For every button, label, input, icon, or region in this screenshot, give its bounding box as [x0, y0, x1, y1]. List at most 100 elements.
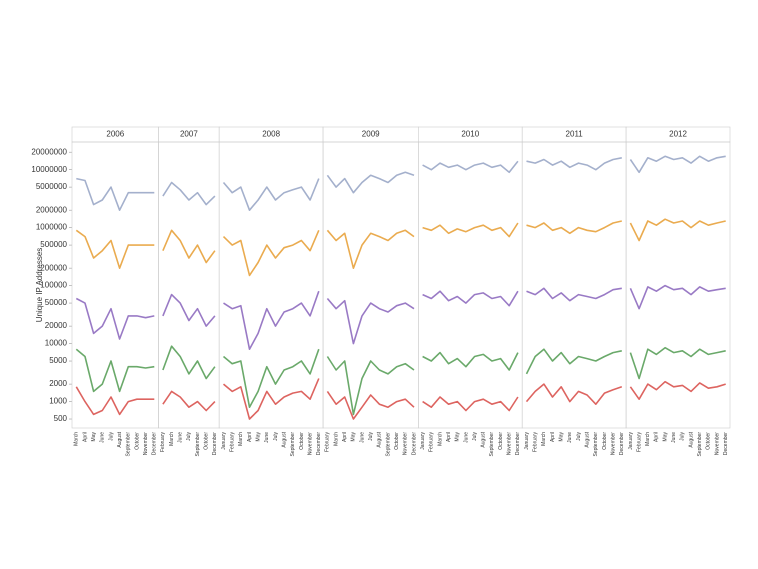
data-line: [223, 290, 320, 350]
y-tick-label: 200000: [40, 263, 67, 272]
x-tick-label: January: [420, 432, 426, 450]
x-tick-label: July: [368, 432, 374, 441]
y-tick-label: 20000: [45, 321, 68, 330]
y-tick-label: 10000000: [31, 165, 67, 174]
x-tick-label: October: [299, 432, 305, 450]
facet-panel: [418, 141, 523, 429]
x-tick-label: August: [281, 431, 287, 447]
x-tick-label: October: [602, 432, 608, 450]
data-line: [162, 181, 216, 206]
data-line: [526, 287, 622, 302]
data-line: [162, 293, 216, 327]
x-tick-label: December: [411, 432, 417, 455]
data-line: [525, 348, 622, 375]
x-tick-label: March: [437, 432, 443, 446]
x-tick-label: April: [654, 432, 660, 442]
y-tick-label: 2000000: [36, 205, 68, 214]
facet-title: 2011: [566, 130, 584, 139]
x-tick-label: January: [524, 432, 530, 450]
x-tick-label: March: [541, 432, 547, 446]
data-line: [629, 284, 726, 310]
x-tick-label: February: [636, 432, 642, 453]
x-tick-label: January: [628, 432, 634, 450]
x-tick-label: June: [178, 432, 184, 443]
y-axis-label: Unique IP Addresses: [35, 248, 44, 323]
y-tick-label: 500000: [40, 240, 67, 249]
x-tick-label: September: [126, 432, 132, 457]
facet-title: 2012: [669, 130, 687, 139]
x-tick-label: November: [307, 432, 313, 455]
facet-panel: [521, 141, 627, 429]
x-tick-label: February: [229, 432, 235, 453]
x-tick-label: November: [403, 432, 409, 455]
x-tick-label: June: [359, 432, 365, 443]
data-line: [629, 346, 726, 380]
x-tick-label: September: [697, 432, 703, 457]
x-tick-label: November: [610, 432, 616, 455]
y-tick-label: 1000: [49, 397, 67, 406]
facet-title: 2009: [362, 130, 380, 139]
data-line: [525, 383, 623, 405]
data-line: [75, 386, 155, 416]
data-line: [222, 229, 320, 277]
x-tick-label: November: [507, 432, 513, 455]
data-line: [629, 380, 726, 400]
x-tick-label: January: [221, 432, 227, 450]
x-tick-label: July: [680, 432, 686, 441]
x-tick-label: May: [662, 432, 668, 442]
x-tick-label: December: [619, 432, 625, 455]
facet-panel: [218, 141, 324, 429]
x-tick-label: July: [186, 432, 192, 441]
data-line: [422, 160, 519, 174]
x-tick-label: November: [714, 432, 720, 455]
y-tick-label: 5000000: [36, 182, 68, 191]
x-tick-label: September: [489, 432, 495, 457]
x-tick-label: February: [429, 432, 435, 453]
x-tick-label: December: [723, 432, 729, 455]
x-tick-label: July: [472, 432, 478, 441]
x-tick-label: March: [238, 432, 244, 446]
x-tick-label: June: [463, 432, 469, 443]
x-tick-label: February: [160, 432, 166, 453]
x-tick-label: February: [533, 432, 539, 453]
x-tick-label: May: [351, 432, 357, 442]
x-tick-label: August: [117, 431, 123, 447]
x-tick-label: August: [481, 431, 487, 447]
x-tick-label: June: [100, 432, 106, 443]
facet-panel: [158, 141, 220, 429]
x-tick-label: October: [498, 432, 504, 450]
y-tick-label: 100000: [40, 281, 67, 290]
data-line: [222, 348, 320, 408]
data-line: [162, 229, 216, 264]
data-line: [526, 157, 622, 171]
x-tick-label: October: [134, 432, 140, 450]
x-tick-label: September: [195, 432, 201, 457]
x-tick-label: September: [385, 432, 391, 457]
x-tick-label: July: [108, 432, 114, 441]
x-tick-label: June: [567, 432, 573, 443]
y-tick-label: 20000000: [31, 147, 67, 156]
facet-panel: [625, 141, 731, 429]
data-line: [162, 345, 216, 380]
x-tick-label: February: [325, 432, 331, 453]
y-tick-label: 1000000: [36, 223, 68, 232]
data-line: [629, 155, 726, 174]
x-tick-label: July: [273, 432, 279, 441]
x-tick-label: May: [455, 432, 461, 442]
x-tick-label: September: [593, 432, 599, 457]
x-tick-label: October: [204, 432, 210, 450]
x-tick-label: March: [645, 432, 651, 446]
x-tick-label: April: [550, 432, 556, 442]
x-tick-label: April: [247, 432, 253, 442]
facet-title: 2007: [180, 130, 198, 139]
data-line: [326, 390, 415, 420]
y-tick-label: 5000: [49, 356, 67, 365]
data-line: [629, 218, 726, 242]
x-tick-label: March: [74, 432, 80, 446]
facet-title: 2006: [106, 130, 124, 139]
x-tick-label: September: [290, 432, 296, 457]
data-line: [326, 297, 415, 345]
x-tick-label: April: [342, 432, 348, 442]
x-tick-label: June: [264, 432, 270, 443]
